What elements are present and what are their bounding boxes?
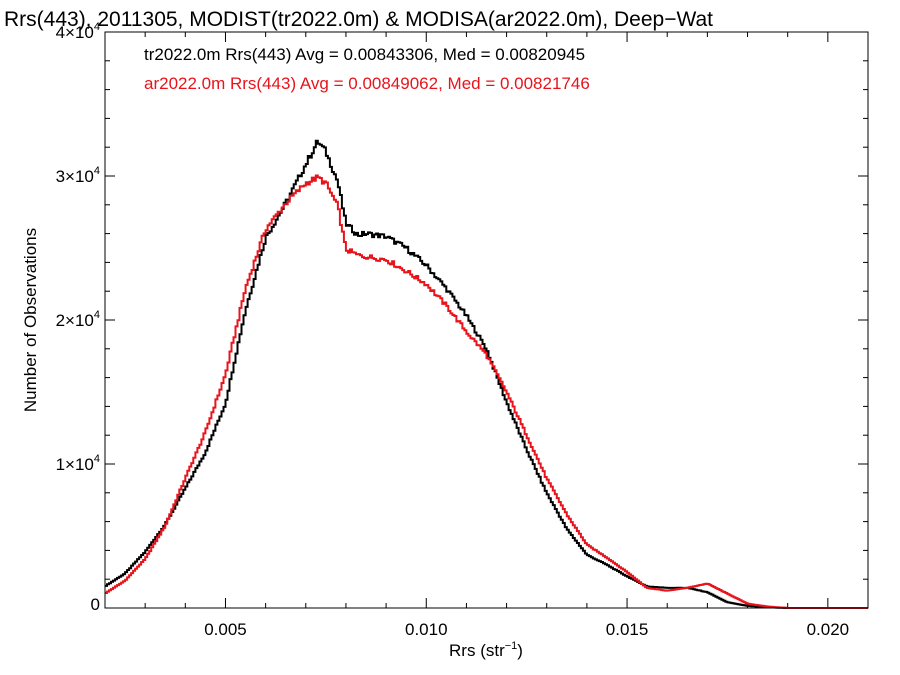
legend-entry-2: ar2022.0m Rrs(443) Avg = 0.00849062, Med…	[144, 74, 590, 93]
x-axis-label-base: Rrs (str	[449, 641, 505, 660]
y-tick-label: 4×104	[56, 21, 100, 42]
plot-frame	[104, 31, 869, 609]
y-tick-label: 3×104	[56, 165, 100, 186]
series-lines	[105, 139, 868, 609]
y-tick-label: 0	[91, 595, 100, 614]
x-axis-label: Rrs (str−1)	[449, 640, 523, 660]
y-axis-label: Number of Observations	[21, 228, 40, 412]
x-tick-label: 0.005	[204, 620, 247, 639]
x-axis-ticks: 0.005 0.010 0.015 0.020	[104, 32, 869, 639]
x-tick-label: 0.015	[606, 620, 649, 639]
y-tick-label: 1×104	[56, 453, 100, 474]
legend: tr2022.0m Rrs(443) Avg = 0.00843306, Med…	[144, 45, 590, 93]
chart-title: Rrs(443), 2011305, MODIST(tr2022.0m) & M…	[4, 8, 713, 31]
x-axis-label-sup: −1	[505, 640, 518, 652]
y-tick-label: 2×104	[56, 309, 100, 330]
x-tick-label: 0.010	[405, 620, 448, 639]
y-axis-ticks: 0 1×104 2×104 3×104 4×104	[56, 21, 868, 614]
legend-entry-1: tr2022.0m Rrs(443) Avg = 0.00843306, Med…	[144, 45, 585, 64]
series-line-1	[105, 139, 868, 609]
x-axis-label-close: )	[517, 641, 523, 660]
series-line-2	[105, 174, 868, 609]
x-tick-label: 0.020	[807, 620, 850, 639]
